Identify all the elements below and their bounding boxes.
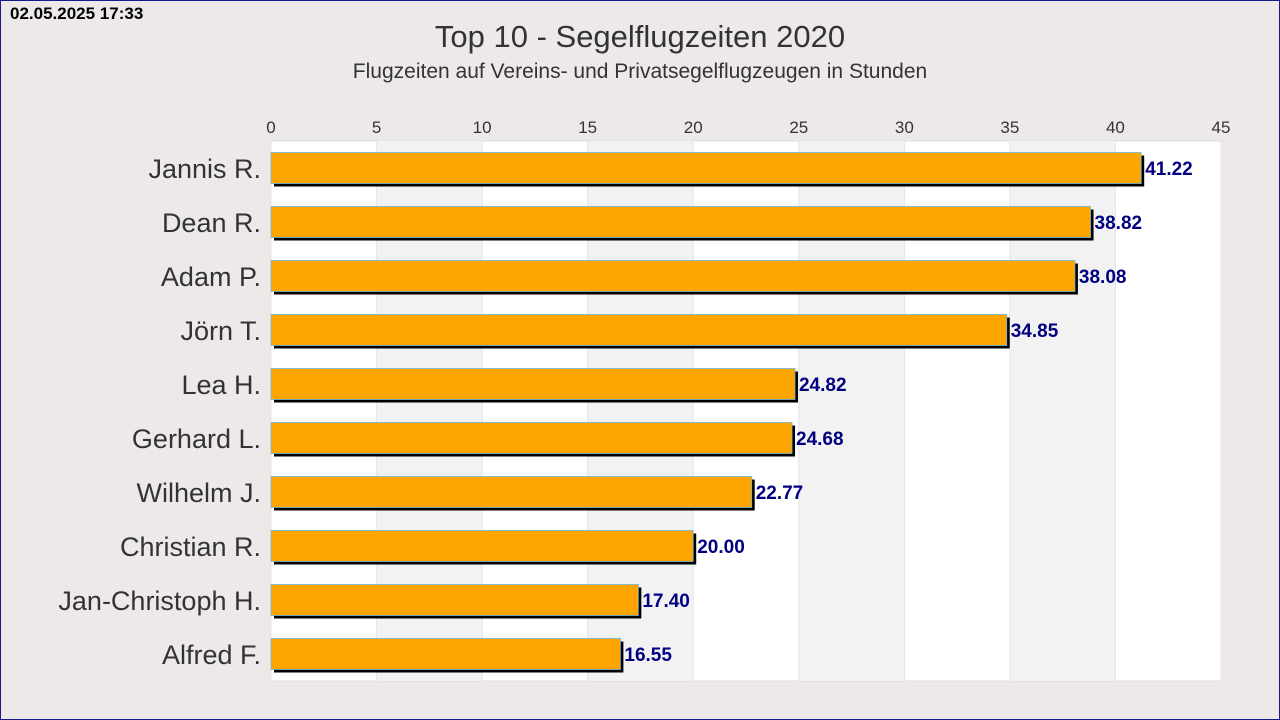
category-label: Wilhelm J. [136, 478, 261, 508]
value-label: 16.55 [624, 645, 672, 666]
bar [270, 638, 621, 670]
value-label: 34.85 [1011, 321, 1059, 342]
bar [270, 260, 1076, 292]
chart-subtitle: Flugzeiten auf Vereins- und Privatsegelf… [352, 60, 928, 83]
category-label: Alfred F. [162, 640, 261, 670]
category-label: Dean R. [162, 208, 261, 238]
x-tick-label: 20 [684, 118, 703, 137]
category-label: Adam P. [161, 262, 261, 292]
bar [270, 530, 694, 562]
x-tick-label: 0 [266, 118, 275, 137]
x-tick-label: 15 [578, 118, 597, 137]
value-label: 17.40 [642, 591, 690, 612]
value-label: 24.82 [799, 375, 847, 396]
timestamp: 02.05.2025 17:33 [10, 4, 144, 23]
value-label: 22.77 [756, 483, 804, 504]
category-label: Gerhard L. [132, 424, 261, 454]
value-label: 20.00 [697, 537, 745, 558]
x-tick-label: 10 [473, 118, 492, 137]
category-label: Jannis R. [148, 154, 261, 184]
bar [270, 584, 639, 616]
bar [270, 368, 796, 400]
x-tick-label: 25 [789, 118, 808, 137]
bar [270, 206, 1091, 238]
value-label: 41.22 [1145, 159, 1193, 180]
x-tick-label: 40 [1106, 118, 1125, 137]
value-label: 24.68 [796, 429, 844, 450]
x-tick-label: 5 [372, 118, 381, 137]
x-tick-label: 35 [1000, 118, 1019, 137]
bar [270, 476, 753, 508]
bar [270, 422, 793, 454]
value-label: 38.82 [1095, 213, 1143, 234]
bar [270, 314, 1008, 346]
chart-title: Top 10 - Segelflugzeiten 2020 [434, 19, 846, 54]
category-label: Lea H. [181, 370, 261, 400]
x-tick-label: 30 [895, 118, 914, 137]
category-label: Jan-Christoph H. [58, 586, 261, 616]
bar [270, 152, 1142, 184]
category-label: Jörn T. [180, 316, 261, 346]
category-label: Christian R. [120, 532, 261, 562]
value-label: 38.08 [1079, 267, 1127, 288]
x-tick-label: 45 [1212, 118, 1231, 137]
